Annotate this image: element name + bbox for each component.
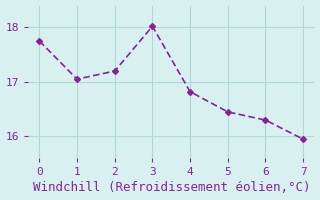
X-axis label: Windchill (Refroidissement éolien,°C): Windchill (Refroidissement éolien,°C) xyxy=(33,181,310,194)
